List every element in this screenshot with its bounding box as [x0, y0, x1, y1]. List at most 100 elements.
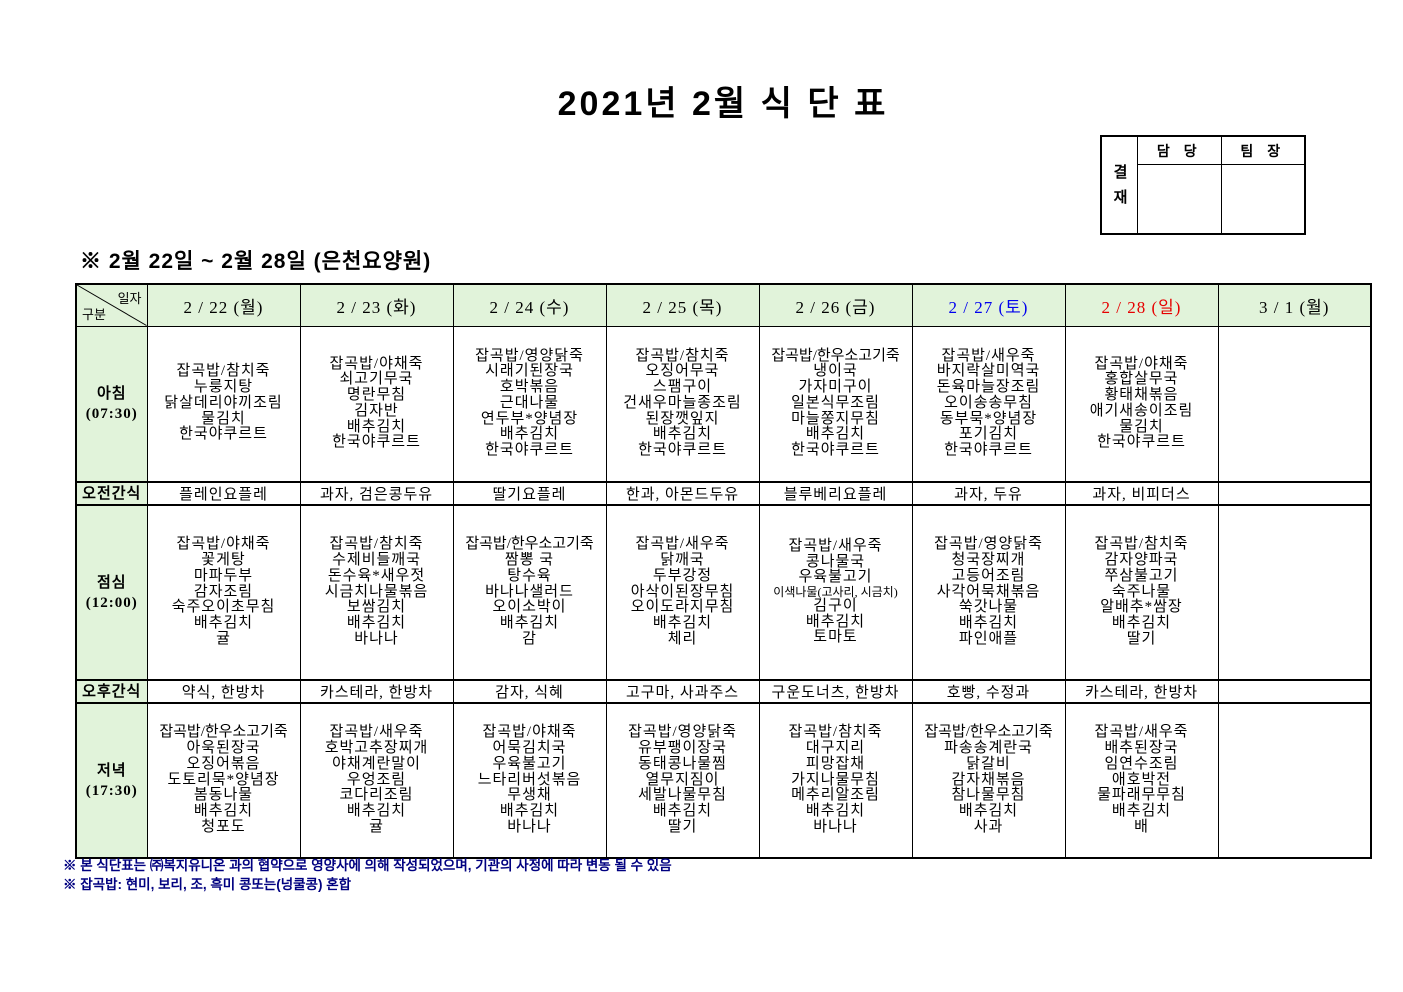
- menu-item: 잡곡밥/새우죽: [1094, 724, 1189, 741]
- menu-cell: 잡곡밥/새우죽 닭깨국 두부강정 아삭이된장무침 오이도라지무침 배추김치 체리: [605, 504, 760, 681]
- menu-item: 피망잡채: [805, 755, 866, 772]
- menu-cell: 잡곡밥/한우소고기죽 냉이국 가자미구이 일본식무조림 마늘쫑지무침 배추김치 한국야쿠르트: [758, 325, 913, 483]
- menu-item: 참나물무침: [951, 787, 1026, 804]
- snack-cell: [1217, 481, 1372, 506]
- menu-item: 토마토: [813, 629, 858, 646]
- menu-item: 배추김치: [193, 615, 254, 632]
- menu-item: 꽃게탕: [201, 552, 246, 569]
- snack-cell: 약식, 한방차: [146, 679, 301, 704]
- snack-cell: 플레인요플레: [146, 481, 301, 506]
- menu-item: 봄동나물: [193, 787, 254, 804]
- menu-item: 잡곡밥/새우죽: [635, 536, 730, 553]
- menu-item: 두부강정: [652, 567, 713, 584]
- menu-item: 배추김치: [193, 803, 254, 820]
- day-header-0: 2 / 22 (월): [146, 283, 301, 327]
- snack-cell: 감자, 식혜: [452, 679, 607, 704]
- menu-item: 배추김치: [652, 803, 713, 820]
- menu-cell: 잡곡밥/한우소고기죽 파송송계란국 닭갈비 감자채볶음 참나물무침 배추김치 사과: [911, 702, 1066, 859]
- day-header-1: 2 / 23 (화): [299, 283, 454, 327]
- menu-item: 돈육마늘장조림: [936, 379, 1041, 396]
- menu-item: 탕수육: [507, 567, 552, 584]
- menu-item: 배추김치: [346, 615, 407, 632]
- menu-item: 감: [522, 630, 537, 647]
- menu-item: 코다리조림: [339, 787, 414, 804]
- menu-cell: 잡곡밥/참치죽 오징어무국 스팸구이 건새우마늘종조림 된장깻잎지 배추김치 한국야쿠르트: [605, 325, 760, 483]
- menu-item: 한국야쿠르트: [485, 442, 574, 459]
- day-header-4: 2 / 26 (금): [758, 283, 913, 327]
- menu-item: 애기새송이조림: [1089, 402, 1194, 419]
- menu-item: 오징어볶음: [186, 755, 261, 772]
- menu-cell: [1217, 504, 1372, 681]
- menu-item: 잡곡밥/영양닭죽: [475, 347, 584, 364]
- approval-column-timjang: 팀 장: [1220, 137, 1304, 233]
- snack-cell: 과자, 비피더스: [1064, 481, 1219, 506]
- menu-cell: 잡곡밥/참치죽 수제비들깨국 돈수육*새우젓 시금치나물볶음 보쌈김치 배추김치 바나나: [299, 504, 454, 681]
- diagonal-divider: [77, 285, 147, 326]
- date-range-subtitle: ※ 2월 22일 ~ 2월 28일 (은천요양원): [80, 250, 432, 273]
- menu-item: 포기김치: [958, 426, 1019, 443]
- approval-box: 결재 담 당 팀 장: [1100, 135, 1306, 235]
- menu-item: 잡곡밥/영양닭죽: [934, 536, 1043, 553]
- menu-item: 호박고추장찌개: [324, 740, 429, 757]
- menu-item: 청국장찌개: [951, 552, 1026, 569]
- menu-cell: [1217, 702, 1372, 859]
- menu-item: 바지락살미역국: [936, 363, 1041, 380]
- menu-item: 배추김치: [805, 426, 866, 443]
- menu-item: 메추리알조림: [791, 787, 880, 804]
- menu-item: 물파래무무침: [1097, 787, 1186, 804]
- menu-item: 배추김치: [652, 615, 713, 632]
- day-header-7: 3 / 1 (월): [1217, 283, 1372, 327]
- menu-item: 딸기: [667, 818, 698, 835]
- menu-item: 잡곡밥/야채죽: [329, 355, 424, 372]
- menu-item: 사과: [973, 818, 1004, 835]
- menu-item: 사각어묵채볶음: [936, 583, 1041, 600]
- day-header-5: 2 / 27 (토): [911, 283, 1066, 327]
- menu-cell: 잡곡밥/야채죽 꽃게탕 마파두부 감자조림 숙주오이초무침 배추김치 귤: [146, 504, 301, 681]
- menu-item: 아욱된장국: [186, 740, 261, 757]
- menu-item: 어묵김치국: [492, 740, 567, 757]
- menu-item: 마파두부: [193, 567, 254, 584]
- menu-item: 고등어조림: [951, 567, 1026, 584]
- menu-item: 잡곡밥/참치죽: [635, 347, 730, 364]
- menu-cell: 잡곡밥/새우죽 배추된장국 임연수조림 애호박전 물파래무무침 배추김치 배: [1064, 702, 1219, 859]
- snack-cell: 고구마, 사과주스: [605, 679, 760, 704]
- menu-item: 배추김치: [805, 803, 866, 820]
- menu-item: 알배추*쌈장: [1100, 599, 1183, 616]
- menu-item: 배추김치: [346, 803, 407, 820]
- menu-item: 열무지짐이: [645, 771, 720, 788]
- day-header-3: 2 / 25 (목): [605, 283, 760, 327]
- menu-item: 감자양파국: [1104, 552, 1179, 569]
- row-label-dinner: 저녁 (17:30): [75, 702, 148, 859]
- pm-snack-row: 오후간식 약식, 한방차 카스테라, 한방차 감자, 식혜 고구마, 사과주스 구운도너츠…: [75, 679, 1372, 704]
- menu-item: 바나나: [507, 818, 552, 835]
- menu-item: 시래기된장국: [485, 363, 574, 380]
- menu-item: 귤: [216, 630, 231, 647]
- menu-item: 배추김치: [346, 418, 407, 435]
- menu-item: 임연수조림: [1104, 755, 1179, 772]
- menu-cell: 잡곡밥/새우죽 콩나물국 우육불고기 이색나물(고사리, 시금치) 김구이 배추김치 토마토: [758, 504, 913, 681]
- menu-item: 잡곡밥/참치죽: [1094, 536, 1189, 553]
- menu-item: 닭갈비: [966, 755, 1011, 772]
- menu-item: 배추김치: [958, 803, 1019, 820]
- menu-item: 쭈삼불고기: [1104, 567, 1179, 584]
- menu-item: 배추김치: [1111, 803, 1172, 820]
- menu-item: 김구이: [813, 597, 858, 614]
- menu-cell: 잡곡밥/참치죽 감자양파국 쭈삼불고기 숙주나물 알배추*쌈장 배추김치 딸기: [1064, 504, 1219, 681]
- menu-item: 대구지리: [805, 740, 866, 757]
- menu-item: 한국야쿠르트: [332, 434, 421, 451]
- approval-header-timjang: 팀 장: [1221, 137, 1304, 165]
- menu-item: 일본식무조림: [791, 394, 880, 411]
- menu-item: 콩나물국: [805, 553, 866, 570]
- menu-item: 잡곡밥/한우소고기죽: [771, 347, 900, 364]
- menu-item: 체리: [667, 630, 698, 647]
- note-grain-mix: ※ 잡곡밥: 현미, 보리, 조, 흑미 콩또는(넝쿨콩) 혼합: [63, 877, 352, 892]
- menu-item: 된장깻잎지: [645, 410, 720, 427]
- menu-item: 오이소박이: [492, 599, 567, 616]
- menu-item: 냉이국: [813, 363, 858, 380]
- snack-cell: 한과, 아몬드두유: [605, 481, 760, 506]
- menu-item: 동태콩나물찜: [638, 755, 727, 772]
- menu-item: 우엉조림: [346, 771, 407, 788]
- snack-cell: 블루베리요플레: [758, 481, 913, 506]
- menu-item: 야채계란말이: [332, 755, 421, 772]
- menu-item: 오이도라지무침: [630, 599, 735, 616]
